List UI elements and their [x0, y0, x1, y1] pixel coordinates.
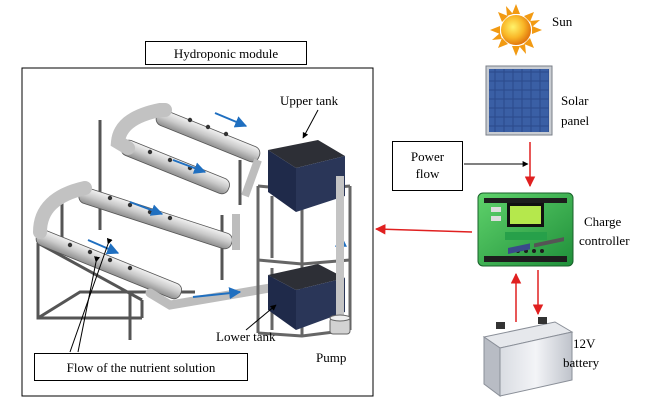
feed-pipe — [241, 158, 262, 198]
flow-arrow — [214, 112, 248, 128]
flow-label: Flow of the nutrient solution — [66, 360, 216, 375]
upper-tank — [268, 140, 345, 212]
battery-icon — [482, 237, 574, 397]
hydroponic-module-frame — [21, 67, 374, 397]
sun-label: Sun — [552, 14, 573, 29]
pipe-upper-bend — [110, 103, 172, 155]
flow-arrow — [129, 201, 164, 216]
power-flow-box: Power flow — [392, 141, 463, 191]
lower-tank — [268, 264, 345, 330]
power-arrow-controller-to-module — [374, 224, 473, 235]
upper-tank-pointer — [302, 109, 319, 139]
flow-label-box: Flow of the nutrient solution — [34, 353, 248, 381]
battery-label-line2: battery — [563, 355, 600, 370]
module-title: Hydroponic module — [173, 46, 279, 61]
lower-tank-label: Lower tank — [216, 329, 276, 344]
power-flow-label-line2: flow — [415, 166, 440, 181]
battery-label-line1: 12V — [573, 336, 596, 351]
lower-tank-pointer — [245, 304, 277, 331]
plant-holes — [67, 117, 229, 271]
pipe-lower-front — [35, 229, 183, 300]
flow-pointer-2 — [69, 237, 113, 353]
pump-label: Pump — [316, 350, 346, 365]
flow-pointer-1 — [77, 256, 101, 353]
flow-arrow — [172, 159, 207, 174]
pump — [329, 314, 351, 335]
sun-icon — [490, 4, 542, 56]
module-title-box: Hydroponic module — [145, 41, 307, 65]
solar-panel-label-line1: Solar — [561, 93, 589, 108]
solar-panel-icon — [485, 65, 553, 136]
charge-controller-label-line1: Charge — [584, 214, 622, 229]
solar-panel-label-line2: panel — [561, 113, 590, 128]
charge-controller-icon — [477, 192, 574, 267]
pipe-upper-back — [155, 109, 261, 163]
flow-arrow — [87, 239, 120, 255]
charge-controller-label-line2: controller — [579, 233, 630, 248]
pipe-lower-bend — [33, 181, 92, 239]
power-flow-label-line1: Power — [410, 149, 445, 164]
flow-arrow — [192, 287, 242, 300]
upper-tank-label: Upper tank — [280, 93, 339, 108]
